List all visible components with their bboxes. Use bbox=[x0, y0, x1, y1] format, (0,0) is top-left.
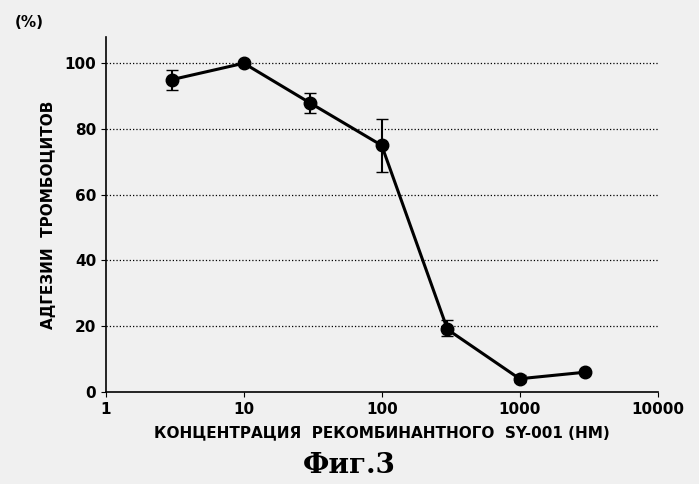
Text: (%): (%) bbox=[15, 15, 44, 30]
X-axis label: КОНЦЕНТРАЦИЯ  РЕКОМБИНАНТНОГО  SY-001 (НМ): КОНЦЕНТРАЦИЯ РЕКОМБИНАНТНОГО SY-001 (НМ) bbox=[154, 425, 610, 440]
Y-axis label: АДГЕЗИИ  ТРОМБОЦИТОВ: АДГЕЗИИ ТРОМБОЦИТОВ bbox=[41, 100, 56, 329]
Text: Фиг.3: Фиг.3 bbox=[303, 452, 396, 479]
